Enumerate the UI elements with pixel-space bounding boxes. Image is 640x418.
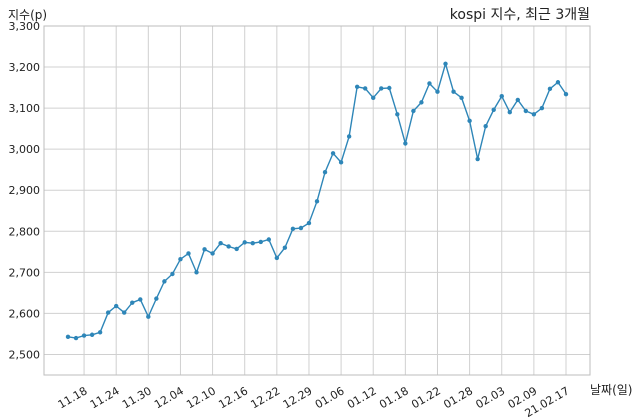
data-point xyxy=(371,95,376,101)
data-point xyxy=(73,335,79,341)
data-point xyxy=(427,81,432,86)
x-tick-label: 12.04 xyxy=(152,384,186,411)
y-tick-label: 3,100 xyxy=(9,102,41,115)
data-point xyxy=(138,297,143,302)
data-point xyxy=(354,84,360,89)
data-point xyxy=(122,310,127,315)
x-axis-label: 날짜(일) xyxy=(590,383,632,397)
x-axis-ticks: 11.1811.2411.3012.0412.1012.1612.2212.29… xyxy=(56,384,572,418)
x-tick-label: 12.16 xyxy=(216,384,250,411)
y-axis-label: 지수(p) xyxy=(8,8,47,22)
y-tick-label: 2,900 xyxy=(9,184,41,197)
x-tick-label: 01.28 xyxy=(441,384,475,411)
data-point xyxy=(194,270,199,275)
data-point xyxy=(499,94,504,99)
data-point xyxy=(242,240,247,245)
y-tick-label: 2,500 xyxy=(9,348,41,361)
data-point xyxy=(346,134,352,139)
data-point xyxy=(234,246,239,252)
y-tick-label: 2,800 xyxy=(9,225,41,238)
data-point xyxy=(154,296,159,301)
x-tick-label: 01.18 xyxy=(377,384,411,411)
data-point xyxy=(403,141,408,146)
data-point xyxy=(226,244,231,249)
data-point xyxy=(130,300,135,305)
data-point xyxy=(531,112,537,117)
data-point xyxy=(451,89,456,94)
data-point xyxy=(467,118,472,124)
data-point xyxy=(266,237,272,242)
x-tick-label: 11.24 xyxy=(88,384,122,411)
data-point xyxy=(547,86,553,92)
data-point xyxy=(515,97,521,103)
data-point xyxy=(81,333,87,338)
y-tick-label: 2,700 xyxy=(9,266,41,279)
data-point xyxy=(290,226,296,232)
data-point xyxy=(555,80,561,85)
x-tick-label: 02.03 xyxy=(473,384,507,411)
x-tick-label: 01.06 xyxy=(313,384,347,411)
data-point xyxy=(210,251,215,256)
data-point xyxy=(411,108,416,114)
data-point xyxy=(306,220,312,226)
x-tick-label: 12.29 xyxy=(281,384,315,411)
data-point xyxy=(298,225,304,231)
data-point xyxy=(170,271,175,277)
data-point xyxy=(218,241,223,246)
data-point xyxy=(379,86,384,91)
x-tick-label: 01.12 xyxy=(345,384,379,411)
data-point xyxy=(419,100,424,105)
data-point xyxy=(274,255,280,261)
data-point xyxy=(178,257,183,262)
data-point xyxy=(105,310,111,315)
y-tick-label: 3,000 xyxy=(9,143,41,156)
x-tick-label: 01.22 xyxy=(409,384,443,411)
data-point xyxy=(563,91,569,97)
data-point xyxy=(162,279,167,284)
kospi-series-points xyxy=(65,61,569,341)
data-point xyxy=(435,89,440,94)
y-tick-label: 3,300 xyxy=(9,20,41,33)
data-point xyxy=(314,199,320,204)
data-point xyxy=(475,156,480,162)
data-point xyxy=(491,107,496,112)
y-axis-ticks: 2,500 2,600 2,700 2,800 2,900 3,000 3,100 3,200… xyxy=(9,20,41,361)
data-point xyxy=(443,61,448,66)
data-point xyxy=(362,86,368,91)
data-point xyxy=(483,123,488,129)
data-point xyxy=(338,160,344,165)
data-point xyxy=(282,245,288,250)
data-point xyxy=(146,314,151,319)
data-point xyxy=(65,334,71,340)
data-point xyxy=(539,105,545,111)
data-point xyxy=(97,330,103,335)
data-point xyxy=(459,95,464,101)
data-point xyxy=(113,303,119,309)
x-tick-label: 11.18 xyxy=(56,384,90,411)
data-point xyxy=(330,151,336,156)
grid xyxy=(44,25,590,375)
data-point xyxy=(395,112,400,117)
y-tick-label: 2,600 xyxy=(9,307,41,320)
data-point xyxy=(387,85,392,91)
data-point xyxy=(202,247,207,252)
data-point xyxy=(322,169,328,175)
chart-title: kospi 지수, 최근 3개월 xyxy=(450,7,590,23)
y-tick-label: 3,200 xyxy=(9,61,41,74)
data-point xyxy=(250,241,255,246)
data-point xyxy=(507,110,512,115)
data-point xyxy=(523,108,529,114)
data-point xyxy=(186,251,191,256)
x-tick-label: 11.30 xyxy=(120,384,154,411)
x-tick-label: 12.10 xyxy=(184,384,218,411)
data-point xyxy=(258,239,263,245)
plot-frame xyxy=(43,25,591,376)
data-point xyxy=(89,332,95,337)
x-tick-label: 12.22 xyxy=(249,384,283,411)
